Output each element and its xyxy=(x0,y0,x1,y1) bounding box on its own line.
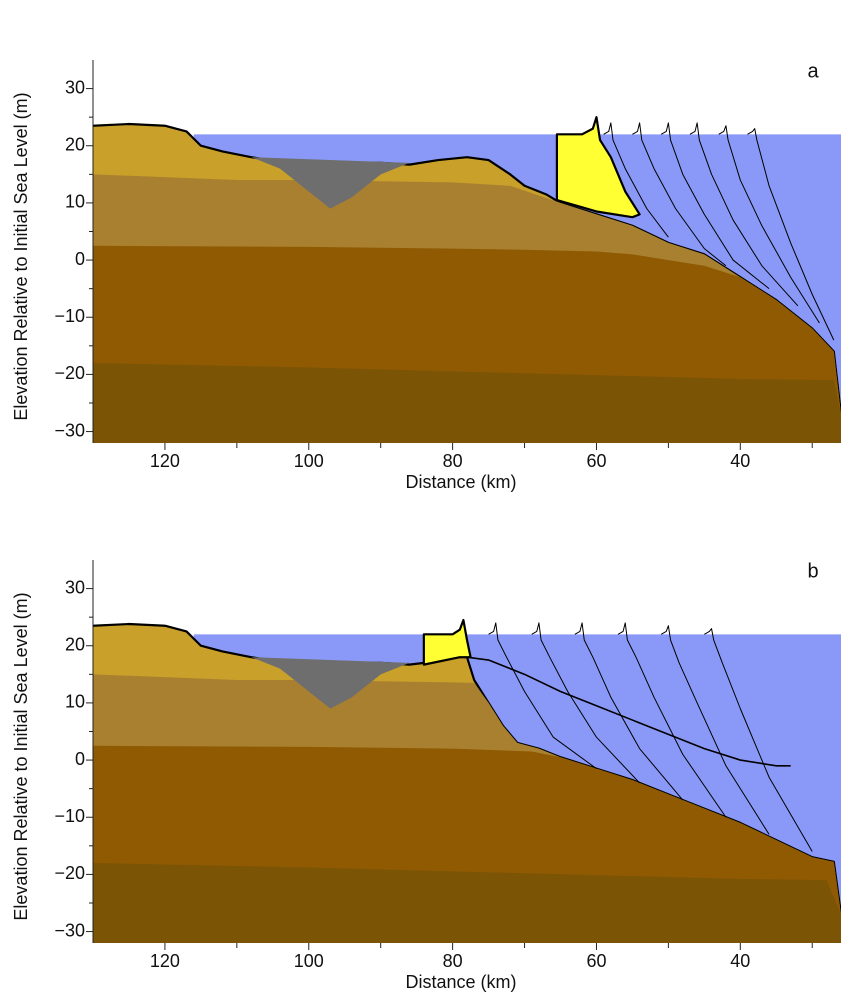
y-tick-label: 20 xyxy=(65,134,85,154)
x-tick-label: 40 xyxy=(730,951,750,971)
plot-area xyxy=(93,618,841,943)
profile-line xyxy=(632,122,727,267)
x-tick-label: 120 xyxy=(150,951,180,971)
x-tick-label: 60 xyxy=(586,451,606,471)
x-tick-label: 60 xyxy=(586,951,606,971)
deposit xyxy=(251,657,410,709)
x-tick-label: 100 xyxy=(294,951,324,971)
y-tick-label: 20 xyxy=(65,634,85,654)
y-tick-label: −30 xyxy=(54,420,85,440)
x-axis-label: Distance (km) xyxy=(405,972,516,992)
x-tick-label: 80 xyxy=(443,451,463,471)
profile-line xyxy=(603,122,669,238)
y-tick-label: 0 xyxy=(75,249,85,269)
x-tick-label: 80 xyxy=(443,951,463,971)
y-tick-label: 0 xyxy=(75,749,85,769)
deposit xyxy=(422,618,472,666)
y-tick-label: −10 xyxy=(54,306,85,326)
profile-line xyxy=(689,122,799,307)
profile-line xyxy=(660,625,770,835)
y-axis-label: Elevation Relative to Initial Sea Level … xyxy=(11,592,31,920)
deposit xyxy=(555,116,641,219)
plot-area xyxy=(93,116,841,443)
profile-line xyxy=(747,128,835,341)
y-tick-label: −10 xyxy=(54,806,85,826)
layer xyxy=(93,862,841,943)
x-axis-label: Distance (km) xyxy=(405,472,516,492)
deposit xyxy=(251,157,410,209)
profile-line xyxy=(617,622,727,818)
y-tick-label: 10 xyxy=(65,692,85,712)
y-tick-label: −30 xyxy=(54,920,85,940)
profile-line xyxy=(660,122,770,290)
profile-line xyxy=(531,622,640,784)
surface-line xyxy=(93,622,841,915)
profile-line xyxy=(718,125,820,324)
x-tick-label: 40 xyxy=(730,451,750,471)
y-tick-label: 30 xyxy=(65,77,85,97)
y-tick-label: 10 xyxy=(65,192,85,212)
panel-label: b xyxy=(807,560,818,582)
profile-line xyxy=(488,622,597,770)
x-tick-label: 100 xyxy=(294,451,324,471)
profile-line xyxy=(574,622,684,801)
layer xyxy=(93,362,841,443)
y-tick-label: −20 xyxy=(54,863,85,883)
surface-line xyxy=(93,122,841,415)
profile-line xyxy=(704,628,813,852)
y-tick-label: 30 xyxy=(65,577,85,597)
y-tick-label: −20 xyxy=(54,363,85,383)
y-axis-label: Elevation Relative to Initial Sea Level … xyxy=(11,92,31,420)
panel-label: a xyxy=(807,60,819,82)
x-tick-label: 120 xyxy=(150,451,180,471)
